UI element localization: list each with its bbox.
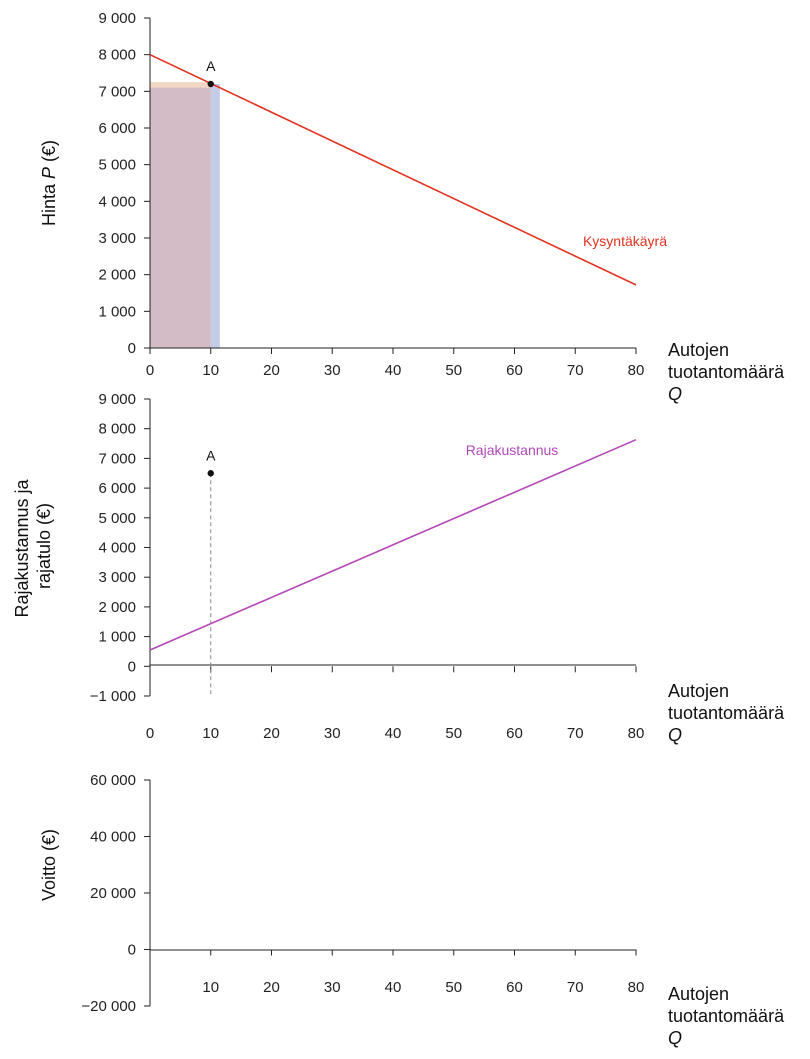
y-tick-label: 40 000	[90, 829, 136, 846]
marginal-panel: −1 000 0 1 000 2 000 3 000 4 000 5 000 6 000 7 0…	[12, 391, 789, 745]
x-tick-label: 60	[506, 979, 523, 996]
profit-y-axis-title: Voitto (€)	[39, 829, 59, 901]
y-tick-label: 8 000	[98, 47, 136, 64]
y-tick-label: 20 000	[90, 885, 136, 902]
marginal-x-axis-title: Autojen tuotantomäärä Q	[668, 681, 789, 745]
y-tick-label: 7 000	[98, 83, 136, 100]
y-tick-label: 4 000	[98, 193, 136, 210]
x-tick-label: 30	[324, 725, 341, 742]
y-tick-label: 0	[128, 942, 136, 959]
y-tick-label: 3 000	[98, 230, 136, 247]
y-tick-label: 6 000	[98, 480, 136, 497]
x-tick-label: 40	[385, 979, 402, 996]
x-tick-label: 40	[385, 725, 402, 742]
demand-panel: 0 1 000 2 000 3 000 4 000 5 000 6 000 7 000 8 00…	[39, 10, 789, 404]
x-tick-label: 50	[445, 362, 462, 379]
y-tick-label: 7 000	[98, 450, 136, 467]
overlap-area	[150, 87, 211, 349]
point-a-label: A	[206, 58, 216, 74]
x-tick-label: 70	[567, 725, 584, 742]
x-tick-label: 20	[263, 725, 280, 742]
y-tick-label: 3 000	[98, 569, 136, 586]
x-tick-label: 60	[506, 362, 523, 379]
point-a-marker	[207, 80, 214, 88]
x-tick-label: 70	[567, 979, 584, 996]
marginal-y-axis-title: Rajakustannus ja rajatulo (€)	[12, 474, 54, 617]
x-tick-label: 50	[445, 725, 462, 742]
y-tick-label: 9 000	[98, 391, 136, 408]
x-tick-label: 10	[202, 725, 219, 742]
x-tick-label: 20	[263, 362, 280, 379]
x-tick-label: 80	[628, 362, 645, 379]
demand-curve-label: Kysyntäkäyrä	[583, 233, 667, 249]
y-tick-label: 6 000	[98, 120, 136, 137]
y-tick-label: 1 000	[98, 629, 136, 646]
y-tick-label: 2 000	[98, 599, 136, 616]
x-tick-label: 60	[506, 725, 523, 742]
demand-x-axis-title: Autojen tuotantomäärä Q	[668, 340, 789, 404]
y-tick-label: −20 000	[81, 998, 136, 1015]
x-tick-label: 40	[385, 362, 402, 379]
x-tick-label: 0	[146, 362, 154, 379]
y-tick-label: 1 000	[98, 303, 136, 320]
x-tick-label: 10	[202, 979, 219, 996]
x-tick-label: 50	[445, 979, 462, 996]
y-tick-label: 2 000	[98, 267, 136, 284]
y-tick-label: 4 000	[98, 540, 136, 557]
x-tick-label: 30	[324, 362, 341, 379]
y-tick-label: 8 000	[98, 421, 136, 438]
y-tick-label: 60 000	[90, 772, 136, 789]
demand-y-axis-title: Hinta P (€)	[39, 140, 59, 226]
marginal-cost-line	[149, 438, 637, 651]
x-tick-label: 80	[628, 725, 645, 742]
y-tick-label: 9 000	[98, 10, 136, 27]
y-tick-label: 0	[128, 658, 136, 675]
x-tick-label: 30	[324, 979, 341, 996]
x-tick-label: 80	[628, 979, 645, 996]
profit-x-axis-title: Autojen tuotantomäärä Q	[668, 984, 789, 1048]
x-tick-label: 0	[146, 725, 154, 742]
y-tick-label: 5 000	[98, 510, 136, 527]
x-tick-label: 70	[567, 362, 584, 379]
y-tick-label: 5 000	[98, 157, 136, 174]
point-a-marker	[207, 470, 214, 477]
point-a-label: A	[206, 447, 216, 463]
y-tick-label: 0	[128, 340, 136, 357]
demand-curve	[149, 53, 637, 286]
x-tick-label: 10	[202, 362, 219, 379]
x-tick-label: 20	[263, 979, 280, 996]
y-tick-label: −1 000	[90, 688, 136, 705]
profit-panel: −20 000 0 20 000 40 000 60 000 10 20 30 40 50 60 7…	[39, 772, 789, 1048]
marginal-cost-label: Rajakustannus	[466, 442, 559, 458]
